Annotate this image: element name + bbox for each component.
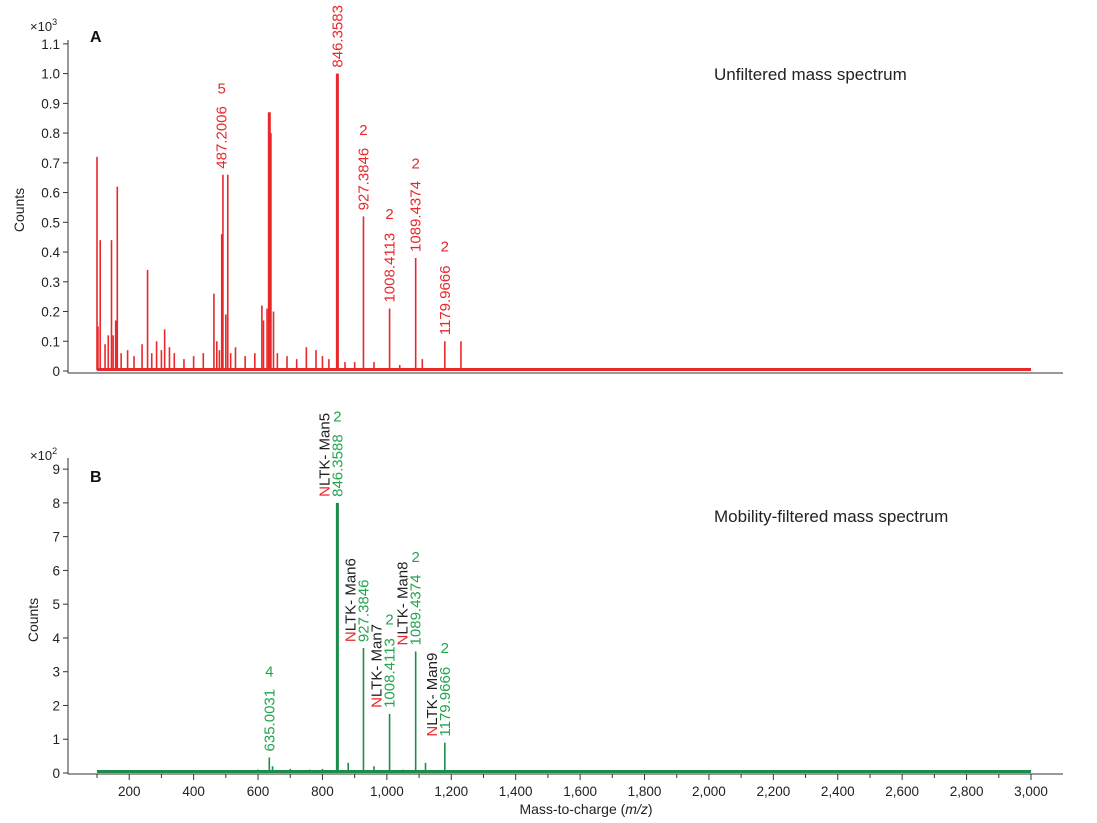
x-tick-label: 1,600: [563, 784, 597, 799]
x-tick-label: 1,000: [370, 784, 404, 799]
peak-glycan-label: NLTK- Man5: [316, 413, 333, 497]
panel-b: ×102 B Mobility-filtered mass spectrum C…: [25, 409, 1063, 817]
y-tick-label: 1.1: [41, 37, 60, 52]
x-tick-label: 3,000: [1014, 784, 1048, 799]
panel-a-y-multiplier: ×103: [30, 17, 57, 34]
x-tick-label: 800: [311, 784, 334, 799]
x-tick-label: 400: [182, 784, 205, 799]
y-tick-label: 0.3: [41, 275, 60, 290]
peak-charge-label: 2: [385, 611, 393, 628]
peak-charge-label: 2: [385, 206, 393, 223]
peak-glycan-label: NLTK- Man7: [369, 624, 386, 708]
panel-b-title: Mobility-filtered mass spectrum: [714, 507, 948, 526]
peak-mz-label: 846.3583: [329, 5, 346, 68]
peak-mz-label: 1008.4113: [382, 233, 399, 303]
y-tick-label: 0.9: [41, 96, 60, 111]
x-tick-label: 2,800: [950, 784, 984, 799]
y-tick-label: 3: [52, 665, 60, 680]
panel-b-peaks: [244, 502, 462, 772]
y-tick-label: 0.7: [41, 156, 60, 171]
x-tick-label: 200: [118, 784, 141, 799]
panel-a-y-ticks: 0 0.1 0.2 0.3 0.4 0.5 0.6 0.7 0.8 0.9 1.0 1.1: [41, 37, 68, 379]
x-tick-label: 1,400: [499, 784, 533, 799]
y-tick-label: 9: [52, 462, 60, 477]
peak-mz-label: 1089.4374: [408, 181, 425, 252]
x-tick-label: 2,400: [821, 784, 855, 799]
y-tick-label: 5: [52, 597, 60, 612]
peak-mz-label: 1089.4374: [408, 575, 425, 646]
peak-glycan-label: NLTK- Man8: [395, 562, 412, 646]
y-tick-label: 0.8: [41, 126, 60, 141]
panel-b-letter: B: [90, 469, 102, 486]
peak-mz-label: 635.0031: [261, 689, 278, 752]
x-axis-title: Mass-to-charge (m/z): [519, 801, 652, 817]
y-tick-label: 0.1: [41, 334, 60, 349]
panel-a-peaks: [96, 73, 462, 370]
y-tick-label: 0: [52, 766, 60, 781]
peak-mz-label: 1179.9666: [437, 667, 454, 737]
y-tick-label: 1: [52, 732, 60, 747]
y-tick-label: 0.4: [41, 245, 60, 260]
x-tick-label: 1,200: [434, 784, 468, 799]
peak-charge-label: 5: [218, 81, 226, 98]
y-tick-label: 8: [52, 496, 60, 511]
y-tick-label: 0.5: [41, 215, 60, 230]
panel-a-title: Unfiltered mass spectrum: [714, 65, 907, 84]
peak-charge-label: 2: [441, 239, 449, 256]
panel-b-y-ticks: 0 1 2 3 4 5 6 7 8 9: [52, 462, 68, 781]
peak-mz-label: 1179.9666: [437, 265, 454, 335]
y-tick-label: 0: [52, 364, 60, 379]
x-tick-label: 2,000: [692, 784, 726, 799]
peak-mz-label: 927.3846: [355, 148, 372, 211]
peak-charge-label: 2: [411, 155, 419, 172]
panel-a-letter: A: [90, 29, 102, 46]
peak-charge-label: 2: [411, 549, 419, 566]
y-tick-label: 7: [52, 530, 60, 545]
x-tick-label: 600: [247, 784, 270, 799]
y-tick-label: 4: [52, 631, 60, 646]
peak-mz-label: 487.2006: [214, 106, 231, 169]
panel-b-x-ticks: 200 400 600 800 1,000 1,200 1,400 1,600 1,800 2,0…: [96, 774, 1048, 799]
x-tick-label: 2,600: [885, 784, 919, 799]
peak-charge-label: 2: [359, 122, 367, 139]
peak-mz-label: 1008.4113: [382, 638, 399, 708]
panel-a-y-axis-title: Counts: [11, 188, 27, 232]
panel-b-y-multiplier: ×102: [30, 446, 57, 463]
x-tick-label: 1,800: [628, 784, 662, 799]
peak-glycan-label: NLTK- Man9: [424, 653, 441, 737]
peak-charge-label: 2: [441, 640, 449, 657]
panel-a-peak-labels: 487.2006 5 846.3583 2 927.3846 2 1008.4113 2 108…: [214, 5, 454, 335]
panel-b-y-axis-title: Counts: [25, 598, 41, 642]
y-tick-label: 0.2: [41, 305, 60, 320]
y-tick-label: 6: [52, 563, 60, 578]
y-tick-label: 1.0: [41, 67, 60, 82]
peak-mz-label: 927.3846: [355, 579, 372, 642]
y-tick-label: 0.6: [41, 186, 60, 201]
panel-a: ×103 A Unfiltered mass spectrum Counts 0…: [11, 5, 1063, 379]
peak-charge-label: 2: [333, 409, 341, 426]
peak-glycan-label: NLTK- Man6: [342, 558, 359, 642]
x-tick-label: 2,200: [756, 784, 790, 799]
peak-mz-label: 846.3588: [329, 434, 346, 497]
peak-charge-label: 4: [265, 663, 273, 680]
y-tick-label: 2: [52, 698, 60, 713]
